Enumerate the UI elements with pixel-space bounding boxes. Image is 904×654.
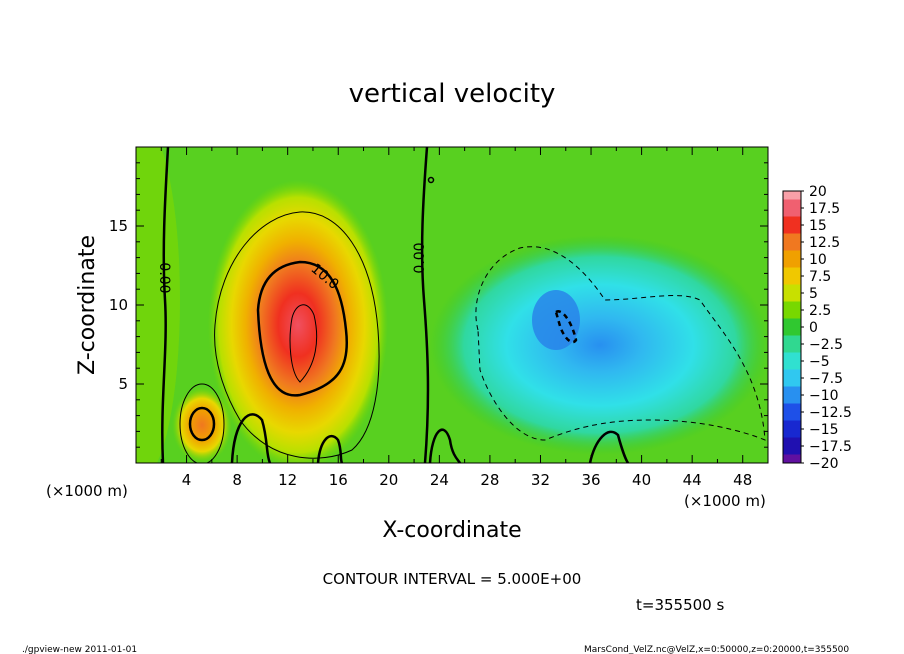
contour-fifteen-updraft <box>289 304 318 383</box>
x-tick-label: 28 <box>480 471 499 489</box>
colorbar-swatch <box>783 284 801 293</box>
y-axis: 5 10 15 <box>109 162 768 448</box>
colorbar-swatch <box>783 395 801 404</box>
y-axis-label: Z-coordinate <box>75 235 100 375</box>
x-tick-label: 36 <box>581 471 600 489</box>
colorbar-label: −7.5 <box>809 371 843 387</box>
contour-label-zero-left: 0.00 <box>156 262 172 293</box>
colorbar-swatch <box>783 327 801 336</box>
time-label: t=355500 s <box>636 596 724 614</box>
colorbar-swatch <box>783 293 801 302</box>
colorbar-label: 17.5 <box>809 201 840 217</box>
colorbar-swatch <box>783 446 801 455</box>
colorbar-label: −5 <box>809 354 830 370</box>
colorbar-swatch <box>783 420 801 429</box>
contour-small-updraft <box>179 383 225 463</box>
colorbar-label: −12.5 <box>809 405 852 421</box>
colorbar-swatch <box>783 454 801 463</box>
x-axis-label: X-coordinate <box>382 518 521 543</box>
colorbar-label: 20 <box>809 184 827 200</box>
x-tick-label: 24 <box>430 471 449 489</box>
colorbar-swatch <box>783 361 801 370</box>
x-tick-label: 4 <box>182 471 192 489</box>
colorbar-swatch <box>783 191 801 200</box>
x-tick-label: 12 <box>278 471 297 489</box>
x-tick-label: 32 <box>531 471 550 489</box>
footer-right: MarsCond_VelZ.nc@VelZ,x=0:50000,z=0:2000… <box>584 645 849 654</box>
contour-label-zero-right: 0.00 <box>412 242 428 273</box>
contour-zero-right <box>420 147 430 463</box>
field-left-band <box>136 147 180 463</box>
colorbar-swatch <box>783 301 801 310</box>
y-tick-label: 10 <box>109 296 128 314</box>
chart-title: vertical velocity <box>349 79 556 109</box>
colorbar-swatch <box>783 216 801 225</box>
contour-ten-updraft <box>256 260 349 397</box>
colorbar-swatch <box>783 378 801 387</box>
small-updraft-fill <box>172 387 232 463</box>
colorbar-label: 0 <box>809 320 818 336</box>
contour-zero-left <box>161 147 170 463</box>
colorbar-swatch <box>783 437 801 446</box>
x-tick-label: 48 <box>733 471 752 489</box>
colorbar-label: 10 <box>809 252 827 268</box>
colorbar-label: −15 <box>809 422 839 438</box>
x-tick-label: 16 <box>329 471 348 489</box>
footer-left: ./gpview-new 2011-01-01 <box>22 645 137 654</box>
colorbar-swatch <box>783 403 801 412</box>
x-tick-label: 8 <box>232 471 242 489</box>
colorbar-label: −2.5 <box>809 337 843 353</box>
colorbar-swatch <box>783 259 801 268</box>
contour-down-five <box>475 246 766 441</box>
colorbar-swatch <box>783 242 801 251</box>
colorbar-label: −17.5 <box>809 439 852 455</box>
contour-down-ten <box>554 310 578 344</box>
downdraft-fill <box>430 235 768 455</box>
colorbar-swatch <box>783 233 801 242</box>
colorbar-swatch <box>783 199 801 208</box>
contour-speck <box>427 176 435 184</box>
colorbar-label: 2.5 <box>809 303 831 319</box>
colorbar-swatch <box>783 250 801 259</box>
contour-interval-note: CONTOUR INTERVAL = 5.000E+00 <box>323 570 582 588</box>
colorbar-label: −10 <box>809 388 839 404</box>
contour-five-updraft <box>214 211 380 459</box>
colorbar-swatch <box>783 412 801 421</box>
colorbar-label: 12.5 <box>809 235 840 251</box>
colorbar-swatch <box>783 310 801 319</box>
x-tick-label: 40 <box>632 471 651 489</box>
y-tick-label: 5 <box>118 375 128 393</box>
plot-area: 0.00 10.0 0.00 <box>136 147 768 463</box>
contour-bottom-bumps <box>230 413 630 463</box>
colorbar-swatch <box>783 267 801 276</box>
downdraft-core <box>532 290 580 350</box>
x-tick-label: 44 <box>683 471 702 489</box>
colorbar-label: 15 <box>809 218 827 234</box>
x-axis: 4 8 12 16 20 24 28 32 36 40 44 48 <box>135 147 769 489</box>
x-unit-left: (×1000 m) <box>46 482 128 500</box>
colorbar-swatch <box>783 225 801 234</box>
colorbar-swatch <box>783 352 801 361</box>
colorbar-swatch <box>783 344 801 353</box>
x-tick-label: 20 <box>379 471 398 489</box>
colorbar-swatch <box>783 369 801 378</box>
contour-small-updraft-inner <box>188 406 216 442</box>
colorbar-swatch <box>783 318 801 327</box>
colorbar-label: −20 <box>809 456 839 472</box>
colorbar-swatch <box>783 429 801 438</box>
colorbar-swatch <box>783 335 801 344</box>
updraft-fill <box>208 180 388 463</box>
colorbar-swatch <box>783 276 801 285</box>
colorbar-swatch <box>783 208 801 217</box>
y-tick-label: 15 <box>109 217 128 235</box>
x-unit-right: (×1000 m) <box>684 492 766 510</box>
colorbar-label: 5 <box>809 286 818 302</box>
colorbar-swatch <box>783 386 801 395</box>
colorbar-label: 7.5 <box>809 269 831 285</box>
colorbar: 2017.51512.5107.552.50−2.5−5−7.5−10−12.5… <box>782 184 852 472</box>
